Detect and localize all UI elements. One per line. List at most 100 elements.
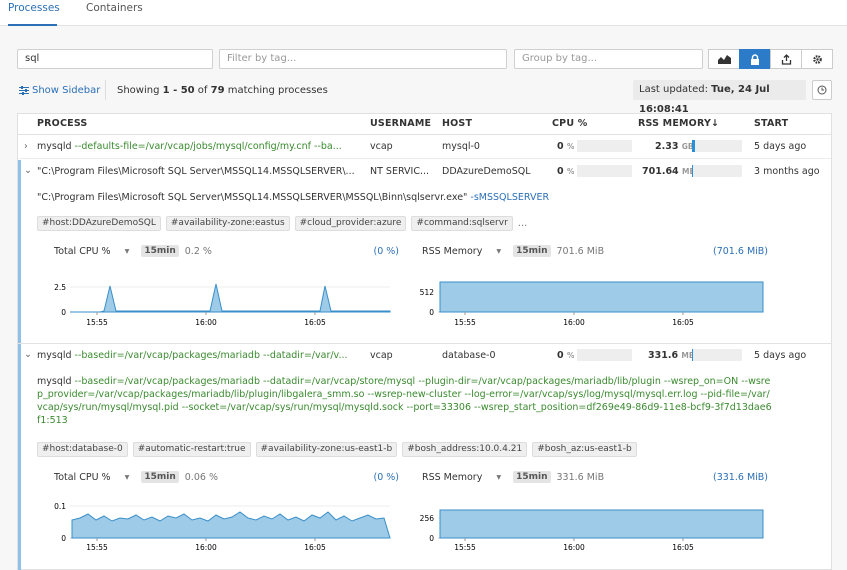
rss-number: 701.64 [642,166,679,177]
metric-select[interactable]: RSS Memory [422,471,483,483]
cpu-value: 0 % [557,166,574,177]
tag-chip[interactable]: #availability-zone:eastus [165,216,290,231]
metric-value: 331.6 MiB [556,471,605,483]
rss-value: 701.64 MB [642,166,695,177]
column-rss-label: RSS MEMORY [638,118,712,129]
cpu-series-area [70,283,391,313]
cpu-series-area [71,511,391,539]
tag-chip[interactable]: #host:database-0 [37,442,128,457]
column-start[interactable]: START [754,118,789,129]
cpu-value: 0 % [557,350,574,361]
time-window-badge[interactable]: 15min [513,471,551,483]
row-username: vcap [370,141,393,152]
rss-unit: MB [681,167,696,176]
metric-select[interactable]: Total CPU % [54,245,111,257]
chevron-down-icon[interactable]: ⌄ [24,165,32,176]
rss-bar [692,349,742,361]
tag-chip[interactable]: #command:sqlservr [411,216,513,231]
tag-chip[interactable]: #cloud_provider:azure [294,216,407,231]
showing-label: Showing [117,85,163,96]
cpu-unit: % [566,351,575,360]
caret-down-icon[interactable]: ▾ [124,471,130,483]
show-sidebar-link[interactable]: Show Sidebar [19,85,100,96]
cpu-unit: % [566,167,575,176]
search-input[interactable]: sql [17,49,213,69]
tab-containers[interactable]: Containers [86,2,143,14]
rss-value: 2.33 GB [655,141,694,152]
x-tick-label: 15:55 [86,543,108,552]
tag-chip[interactable]: #host:DDAzureDemoSQL [37,216,161,231]
sliders-icon [19,86,29,95]
y-tick-label: 256 [420,514,435,523]
tab-processes[interactable]: Processes [8,0,60,26]
rss-bar [692,140,742,152]
cpu-timeseries-chart: 2.5 0 15:55 16:00 16:05 [54,283,391,327]
more-tags[interactable]: ... [517,218,528,229]
x-tick-label: 15:55 [454,318,476,327]
time-window-badge[interactable]: 15min [141,471,179,483]
tag-chip[interactable]: #bosh_az:us-east1-b [532,442,637,457]
command-name: mysqld [37,376,72,387]
tag-chip[interactable]: #automatic-restart:true [132,442,251,457]
caret-down-icon[interactable]: ▾ [496,471,502,483]
metric-summary: (0 %) [373,471,399,483]
lock-button[interactable] [739,49,771,69]
filter-by-tag-input[interactable]: Filter by tag... [219,49,507,69]
header-divider [18,134,831,135]
column-host[interactable]: HOST [442,118,473,129]
cpu-bar [577,349,632,361]
tag-list: #host:DDAzureDemoSQL #availability-zone:… [37,216,527,231]
caret-down-icon[interactable]: ▾ [496,245,502,257]
table-row[interactable] [18,135,831,159]
command-path: "C:\Program Files\Microsoft SQL Server\M… [37,192,468,203]
x-tick-label: 16:00 [563,543,585,552]
rss-bar [692,165,742,177]
process-name: mysqld [37,350,72,361]
chart-toggle-button[interactable] [708,49,740,69]
process-name: mysqld [37,141,72,152]
y-tick-label: 0 [429,308,434,317]
row-username: NT SERVIC... [370,166,430,177]
y-tick-label: 0 [61,534,66,543]
time-window-badge[interactable]: 15min [141,245,179,257]
column-rss-memory[interactable]: RSS MEMORY↓ [638,118,719,129]
metric-select[interactable]: Total CPU % [54,471,111,483]
group-by-tag-input[interactable]: Group by tag... [514,49,703,69]
of-label: of [194,85,211,96]
y-tick-label: 0 [61,308,66,317]
column-cpu[interactable]: CPU % [552,118,588,129]
column-process[interactable]: PROCESS [37,118,88,129]
rss-value: 331.6 MB [648,350,695,361]
y-tick-label: 0 [429,534,434,543]
x-tick-label: 16:05 [304,543,326,552]
export-button[interactable] [770,49,802,69]
memory-timeseries-chart: 512 0 15:55 16:00 16:05 [420,281,764,327]
rss-number: 331.6 [648,350,679,361]
chevron-right-icon[interactable]: › [24,141,28,152]
x-tick-label: 16:00 [195,543,217,552]
column-username[interactable]: USERNAME [370,118,432,129]
refresh-button[interactable] [812,80,832,100]
metric-select[interactable]: RSS Memory [422,245,483,257]
share-icon [781,53,791,65]
cpu-bar [577,140,632,152]
expanded-indicator [18,344,21,570]
rss-number: 2.33 [655,141,679,152]
cpu-timeseries-chart: 0.1 0 15:55 16:00 16:05 [54,502,391,552]
tag-chip[interactable]: #bosh_address:10.0.4.21 [402,442,528,457]
tag-chip[interactable]: #availability-zone:us-east1-b [255,442,398,457]
caret-down-icon[interactable]: ▾ [124,245,130,257]
result-count: Showing 1 - 50 of 79 matching processes [117,85,328,96]
y-tick-label: 512 [420,288,435,297]
last-updated-box: Last updated: Tue, 24 Jul 16:08:41 [633,80,806,115]
process-command: "C:\Program Files\Microsoft SQL Server\M… [37,166,355,177]
settings-button[interactable] [801,49,833,69]
cpu-chart-header: Total CPU % ▾ 15min 0.06 % (0 %) [54,471,399,483]
x-tick-label: 16:05 [672,318,694,327]
chevron-down-icon[interactable]: ⌄ [24,349,32,360]
sort-desc-icon: ↓ [711,118,720,129]
time-window-badge[interactable]: 15min [513,245,551,257]
row-start: 3 months ago [754,166,820,177]
cpu-bar [577,165,632,177]
full-command: mysqld --basedir=/var/vcap/packages/mari… [37,375,772,427]
